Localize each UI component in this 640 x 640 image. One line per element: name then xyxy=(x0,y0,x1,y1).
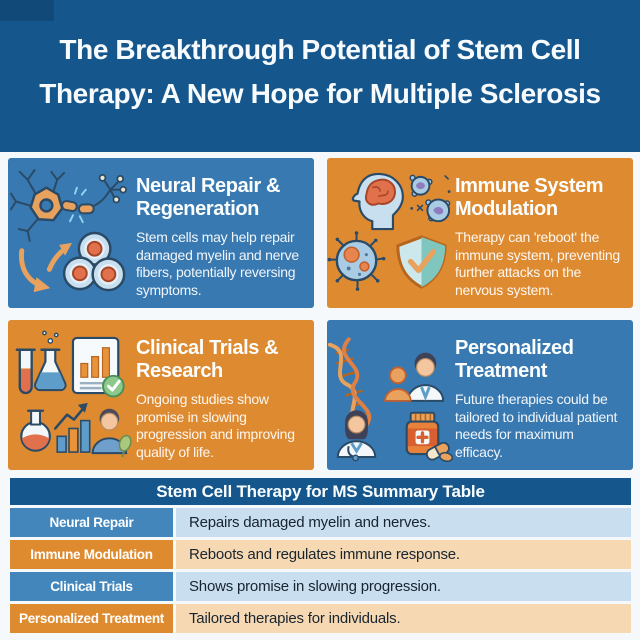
dna-icon xyxy=(327,337,453,463)
row-label: Neural Repair xyxy=(10,508,173,537)
card-body: Future therapies could be tailored to in… xyxy=(455,391,618,460)
card-text: Neural Repair & Regeneration Stem cells … xyxy=(134,158,314,308)
card-neural-repair: Neural Repair & Regeneration Stem cells … xyxy=(8,158,314,308)
card-title: Immune System Modulation xyxy=(455,175,604,220)
row-label: Immune Modulation xyxy=(10,540,173,569)
row-description: Reboots and regulates immune response. xyxy=(176,540,631,569)
lab-research-illustration xyxy=(8,320,134,470)
neuron-icon xyxy=(9,169,128,293)
card-body: Therapy can 'reboot' the immune system, … xyxy=(455,229,620,298)
card-body: Ongoing studies show promise in slowing … xyxy=(136,391,295,460)
poster-title: The Breakthrough Potential of Stem Cell … xyxy=(0,0,640,116)
card-title: Clinical Trials & Research xyxy=(136,337,279,382)
row-description: Repairs damaged myelin and nerves. xyxy=(176,508,631,537)
card-title: Neural Repair & Regeneration xyxy=(136,175,281,220)
table-row-personalized-treatment: Personalized Treatment Tailored therapie… xyxy=(10,604,631,633)
card-personalized-treatment: Personalized Treatment Future therapies … xyxy=(327,320,633,470)
card-text: Immune System Modulation Therapy can 're… xyxy=(453,158,633,308)
row-description: Tailored therapies for individuals. xyxy=(176,604,631,633)
card-body: Stem cells may help repair damaged myeli… xyxy=(136,229,299,298)
poster-title-line-2: Therapy: A New Hope for Multiple Scleros… xyxy=(39,78,601,109)
lab-icon xyxy=(15,330,132,458)
neuron-stem-cells-illustration xyxy=(8,158,134,308)
summary-table-title: Stem Cell Therapy for MS Summary Table xyxy=(10,478,631,505)
card-immune-modulation: Immune System Modulation Therapy can 're… xyxy=(327,158,633,308)
table-row-clinical-trials: Clinical Trials Shows promise in slowing… xyxy=(10,572,631,601)
poster-title-line-1: The Breakthrough Potential of Stem Cell xyxy=(59,34,581,65)
table-row-neural-repair: Neural Repair Repairs damaged myelin and… xyxy=(10,508,631,537)
header-banner: The Breakthrough Potential of Stem Cell … xyxy=(0,0,640,152)
summary-table: Stem Cell Therapy for MS Summary Table N… xyxy=(10,478,631,633)
brain-immune-shield-illustration xyxy=(327,158,453,308)
row-label: Clinical Trials xyxy=(10,572,173,601)
card-text: Clinical Trials & Research Ongoing studi… xyxy=(134,320,314,470)
row-label: Personalized Treatment xyxy=(10,604,173,633)
dna-doctors-medicine-illustration xyxy=(327,320,453,470)
table-row-immune-modulation: Immune Modulation Reboots and regulates … xyxy=(10,540,631,569)
row-description: Shows promise in slowing progression. xyxy=(176,572,631,601)
card-text: Personalized Treatment Future therapies … xyxy=(453,320,633,470)
feature-cards-grid: Neural Repair & Regeneration Stem cells … xyxy=(8,158,633,470)
card-title: Personalized Treatment xyxy=(455,337,574,382)
corner-shade xyxy=(0,0,54,21)
card-clinical-trials: Clinical Trials & Research Ongoing studi… xyxy=(8,320,314,470)
immune-icon xyxy=(327,172,451,291)
